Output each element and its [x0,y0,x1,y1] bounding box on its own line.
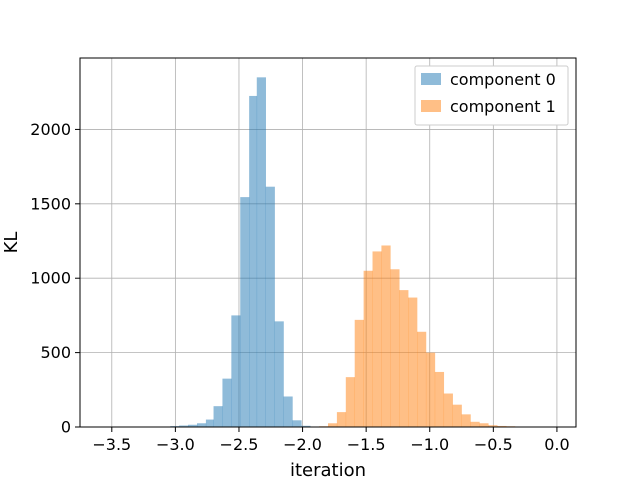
histogram-bar [222,378,232,427]
histogram-bar [188,424,198,427]
legend-swatch-component-1 [421,100,441,112]
histogram-bar [213,406,223,427]
histogram-bars [161,77,534,428]
y-axis-label: KL [1,232,22,254]
histogram-bar [205,419,214,427]
histogram-bar [434,371,445,427]
x-tick-label: −3.0 [156,435,195,454]
y-tick-label: 1500 [30,194,71,213]
x-axis-label: iteration [290,460,366,480]
legend-swatch-component-0 [421,73,441,85]
histogram-bar [417,331,427,427]
x-tick-label: −0.5 [474,435,513,454]
x-tick-label: −2.0 [283,435,322,454]
histogram-bar [443,393,453,427]
histogram-bar [381,245,391,427]
histogram-bar [479,423,489,427]
x-axis-ticks: −3.5 −3.0 −2.5 −2.0 −1.5 −1.0 −0.5 0.0 [92,427,570,454]
histogram-bar [408,297,418,427]
legend-label-component-1: component 1 [450,97,556,116]
histogram-bar [390,269,400,427]
histogram-bar [461,414,471,427]
histogram-bar [363,270,373,427]
histogram-bar [488,425,498,427]
x-tick-label: −1.5 [347,435,386,454]
y-tick-label: 2000 [30,120,71,139]
y-tick-label: 500 [40,343,71,362]
histogram-bar [345,377,356,427]
x-tick-label: −2.5 [220,435,259,454]
axes-frame [79,57,577,428]
histogram-bar [197,423,207,427]
histogram-bar [231,315,241,427]
histogram-bar [179,425,189,427]
series-component-0 [161,77,311,428]
y-tick-label: 0 [61,418,71,437]
histogram-bar [336,412,347,427]
histogram-bar [265,186,275,427]
histogram-bar [354,319,364,427]
histogram-bar [274,321,284,427]
histogram-bar [372,251,382,427]
x-tick-label: 0.0 [544,435,569,454]
series-component-1 [319,245,534,427]
histogram-bar [497,425,507,427]
histogram-bar [328,423,338,427]
histogram-bar [399,290,409,427]
x-tick-label: −1.0 [410,435,449,454]
legend-box [414,65,569,126]
y-axis-ticks: 0 500 1000 1500 2000 [30,120,80,437]
histogram-bar [425,352,436,427]
histogram-bar [249,95,258,428]
histogram-bar [256,77,266,427]
histogram-bar [292,420,302,427]
histogram-bar [301,425,311,427]
histogram-bar [283,396,293,427]
y-tick-label: 1000 [30,269,71,288]
legend: component 0 component 1 [414,65,569,126]
legend-label-component-0: component 0 [450,70,556,89]
x-tick-label: −3.5 [92,435,131,454]
histogram-bar [470,421,480,427]
histogram-bar [452,404,462,427]
histogram-bar [240,197,250,427]
